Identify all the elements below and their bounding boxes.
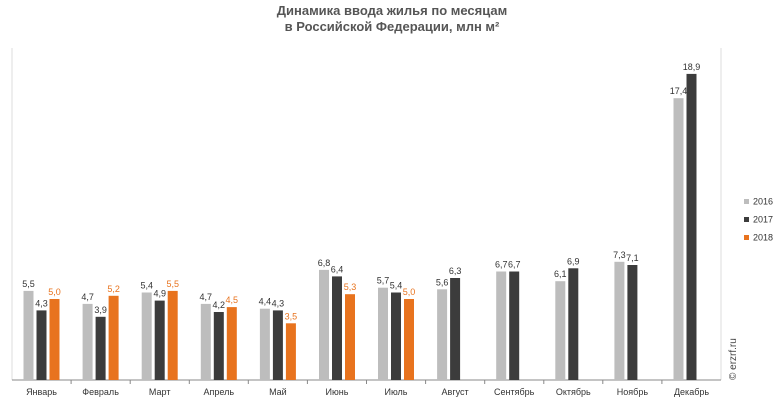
data-labels-layer: 5,54,35,0 4,73,95,2 5,44,95,54,74,2 4,5 4,4 4… bbox=[22, 62, 700, 321]
x-tick-label-12: Декабрь bbox=[674, 387, 709, 397]
data-label-2016-2: 4,7 bbox=[81, 292, 94, 302]
bars-layer bbox=[23, 73, 697, 381]
data-label-2017-9: 6,7 bbox=[508, 260, 521, 270]
data-label-2017-2: 3,9 bbox=[94, 305, 107, 315]
watermark-text: © erzrf.ru bbox=[728, 338, 739, 380]
data-label-2017-4: 4,2 bbox=[213, 300, 226, 310]
bar-2018-5 bbox=[285, 323, 296, 380]
x-tick-label-11: Ноябрь bbox=[617, 387, 649, 397]
x-tick-label-2: Февраль bbox=[82, 387, 119, 397]
data-label-2017-1: 4,3 bbox=[35, 298, 48, 308]
x-tick-label-8: Август bbox=[442, 387, 469, 397]
bar-2016-12 bbox=[673, 98, 684, 380]
data-label-2018-4: 4,5 bbox=[226, 295, 239, 305]
legend: 2016 2017 2018 bbox=[744, 197, 773, 243]
bar-2018-6 bbox=[345, 294, 355, 380]
chart-title-line-1: Динамика ввода жилья по месяцам bbox=[276, 3, 508, 18]
bar-2017-2 bbox=[95, 316, 106, 380]
x-tick-label-10: Октябрь bbox=[556, 387, 591, 397]
x-tick-label-5: Май bbox=[269, 387, 287, 397]
data-label-2017-5: 4,3 bbox=[272, 298, 285, 308]
data-label-2018-2: 5,2 bbox=[107, 284, 120, 294]
bar-2016-4 bbox=[200, 303, 211, 380]
bar-2018-1 bbox=[49, 299, 60, 380]
x-tick-label-4: Апрель bbox=[204, 387, 235, 397]
bar-2017-12 bbox=[686, 73, 697, 381]
data-label-2018-6: 5,3 bbox=[344, 282, 357, 292]
bar-2016-6 bbox=[319, 269, 329, 380]
legend-swatch-2016 bbox=[744, 199, 749, 204]
data-label-2016-4: 4,7 bbox=[200, 292, 213, 302]
data-label-2017-8: 6,3 bbox=[449, 266, 462, 276]
data-label-2016-1: 5,5 bbox=[22, 279, 35, 289]
data-label-2017-10: 6,9 bbox=[567, 256, 580, 266]
data-label-2016-8: 5,6 bbox=[436, 277, 449, 287]
data-label-2017-11: 7,1 bbox=[626, 253, 639, 263]
x-tick-label-6: Июнь bbox=[326, 387, 349, 397]
data-label-2017-12: 18,9 bbox=[683, 62, 701, 72]
x-tick-labels: Январь Февраль Март Апрель Май Июнь Июль Август… bbox=[26, 380, 709, 397]
bar-2017-10 bbox=[568, 268, 579, 380]
legend-label-2016: 2016 bbox=[753, 197, 773, 207]
data-label-2018-1: 5,0 bbox=[48, 287, 61, 297]
data-label-2016-12: 17,4 bbox=[670, 86, 688, 96]
bar-2017-3 bbox=[154, 300, 165, 380]
data-label-2018-5: 3,5 bbox=[285, 311, 298, 321]
bar-2016-2 bbox=[82, 303, 93, 380]
chart-title-line-2: в Российской Федерации, млн м² bbox=[284, 19, 500, 34]
data-label-2016-7: 5,7 bbox=[377, 276, 390, 286]
bar-2017-5 bbox=[272, 310, 283, 380]
legend-label-2017: 2017 bbox=[753, 215, 773, 225]
legend-label-2018: 2018 bbox=[753, 233, 773, 243]
bar-2016-7 bbox=[378, 287, 388, 380]
data-label-2016-5: 4,4 bbox=[259, 297, 272, 307]
data-label-2016-11: 7,3 bbox=[613, 250, 626, 260]
bar-2018-7 bbox=[404, 299, 414, 380]
bar-2016-1 bbox=[23, 290, 34, 380]
bar-2016-8 bbox=[437, 289, 448, 380]
bar-2018-3 bbox=[167, 290, 178, 380]
bar-2016-3 bbox=[141, 292, 152, 380]
data-label-2018-7: 5,0 bbox=[403, 287, 416, 297]
chart-title: Динамика ввода жилья по месяцам в Россий… bbox=[0, 3, 784, 35]
data-label-2017-3: 4,9 bbox=[153, 289, 166, 299]
data-label-2017-6: 6,4 bbox=[331, 264, 344, 274]
bar-2016-11 bbox=[614, 261, 625, 380]
bar-2017-9 bbox=[509, 271, 520, 380]
data-label-2017-7: 5,4 bbox=[390, 281, 403, 291]
x-tick-label-1: Январь bbox=[26, 387, 57, 397]
bar-2018-4 bbox=[226, 307, 237, 380]
bar-2017-1 bbox=[36, 310, 47, 380]
data-label-2016-3: 5,4 bbox=[140, 281, 153, 291]
data-label-2016-6: 6,8 bbox=[318, 258, 331, 268]
bar-2016-5 bbox=[259, 308, 270, 380]
bar-2016-9 bbox=[496, 271, 507, 380]
legend-swatch-2017 bbox=[744, 217, 749, 222]
x-tick-label-3: Март bbox=[149, 387, 171, 397]
data-label-2018-3: 5,5 bbox=[166, 279, 179, 289]
bar-2017-4 bbox=[213, 312, 224, 380]
bar-2017-6 bbox=[332, 276, 342, 380]
x-tick-label-7: Июль bbox=[385, 387, 408, 397]
bar-2017-7 bbox=[391, 292, 401, 380]
data-label-2016-10: 6,1 bbox=[554, 269, 567, 279]
bar-2016-10 bbox=[555, 281, 566, 380]
bar-2017-8 bbox=[450, 278, 461, 380]
bar-2017-11 bbox=[627, 265, 638, 380]
data-label-2016-9: 6,7 bbox=[495, 260, 508, 270]
x-tick-label-9: Сентябрь bbox=[494, 387, 535, 397]
legend-swatch-2018 bbox=[744, 235, 749, 240]
bar-2018-2 bbox=[108, 295, 119, 380]
